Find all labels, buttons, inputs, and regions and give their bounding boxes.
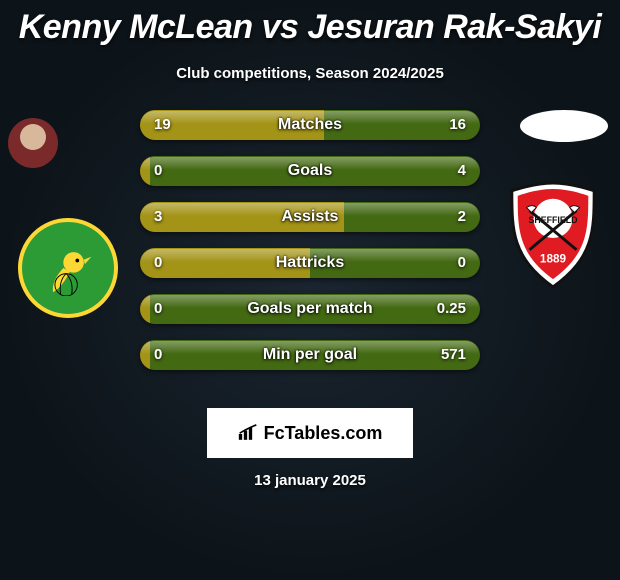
stat-value-right: 2	[458, 202, 466, 232]
club-right-badge: SHEFFIELD 1889	[504, 180, 602, 290]
stat-row: 1916Matches	[140, 110, 480, 140]
club-right-year: 1889	[540, 252, 567, 265]
stat-value-right: 0.25	[437, 294, 466, 324]
stats-area: SHEFFIELD 1889 1916Matches04Goals32Assis…	[0, 110, 620, 400]
stat-value-right: 4	[458, 156, 466, 186]
stat-value-left: 19	[154, 110, 171, 140]
bar-fill-right	[150, 156, 480, 186]
stat-row: 04Goals	[140, 156, 480, 186]
page-title: Kenny McLean vs Jesuran Rak-Sakyi	[0, 0, 620, 47]
stat-bars: 1916Matches04Goals32Assists00Hattricks00…	[140, 110, 480, 386]
bar-fill-right	[150, 340, 480, 370]
stat-value-left: 0	[154, 156, 162, 186]
stat-value-left: 0	[154, 294, 162, 324]
stat-value-right: 16	[449, 110, 466, 140]
stat-value-right: 571	[441, 340, 466, 370]
stat-row: 32Assists	[140, 202, 480, 232]
bar-fill-left	[140, 248, 310, 278]
stat-value-right: 0	[458, 248, 466, 278]
bar-fill-right	[310, 248, 480, 278]
date-text: 13 january 2025	[0, 472, 620, 489]
chart-icon	[238, 424, 258, 442]
bar-fill-left	[140, 202, 344, 232]
bar-fill-left	[140, 156, 150, 186]
branding-text: FcTables.com	[264, 423, 383, 444]
stat-row: 0571Min per goal	[140, 340, 480, 370]
bar-fill-left	[140, 294, 150, 324]
branding-badge[interactable]: FcTables.com	[207, 408, 413, 458]
player-left-avatar	[8, 118, 58, 168]
canary-icon	[40, 240, 96, 296]
player-right-avatar	[520, 110, 608, 142]
stat-value-left: 0	[154, 340, 162, 370]
subtitle: Club competitions, Season 2024/2025	[0, 65, 620, 82]
bar-fill-right	[150, 294, 480, 324]
stat-row: 00.25Goals per match	[140, 294, 480, 324]
bar-fill-left	[140, 340, 150, 370]
club-left-badge	[18, 218, 118, 318]
stat-value-left: 3	[154, 202, 162, 232]
stat-value-left: 0	[154, 248, 162, 278]
stat-row: 00Hattricks	[140, 248, 480, 278]
